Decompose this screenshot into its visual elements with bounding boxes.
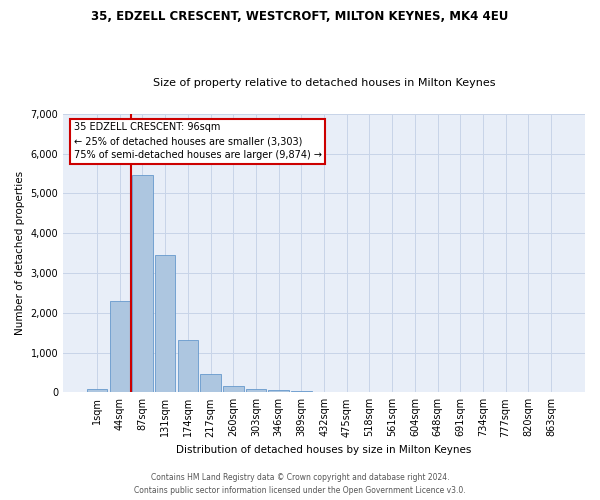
Text: 35 EDZELL CRESCENT: 96sqm
← 25% of detached houses are smaller (3,303)
75% of se: 35 EDZELL CRESCENT: 96sqm ← 25% of detac… <box>74 122 322 160</box>
Text: 35, EDZELL CRESCENT, WESTCROFT, MILTON KEYNES, MK4 4EU: 35, EDZELL CRESCENT, WESTCROFT, MILTON K… <box>91 10 509 23</box>
Bar <box>200 374 221 392</box>
Bar <box>291 390 311 392</box>
X-axis label: Distribution of detached houses by size in Milton Keynes: Distribution of detached houses by size … <box>176 445 472 455</box>
Bar <box>178 340 198 392</box>
Bar <box>246 388 266 392</box>
Bar <box>110 301 130 392</box>
Bar <box>155 256 175 392</box>
Title: Size of property relative to detached houses in Milton Keynes: Size of property relative to detached ho… <box>153 78 496 88</box>
Bar <box>132 174 153 392</box>
Y-axis label: Number of detached properties: Number of detached properties <box>15 171 25 335</box>
Text: Contains HM Land Registry data © Crown copyright and database right 2024.
Contai: Contains HM Land Registry data © Crown c… <box>134 474 466 495</box>
Bar <box>268 390 289 392</box>
Bar <box>223 386 244 392</box>
Bar <box>87 389 107 392</box>
